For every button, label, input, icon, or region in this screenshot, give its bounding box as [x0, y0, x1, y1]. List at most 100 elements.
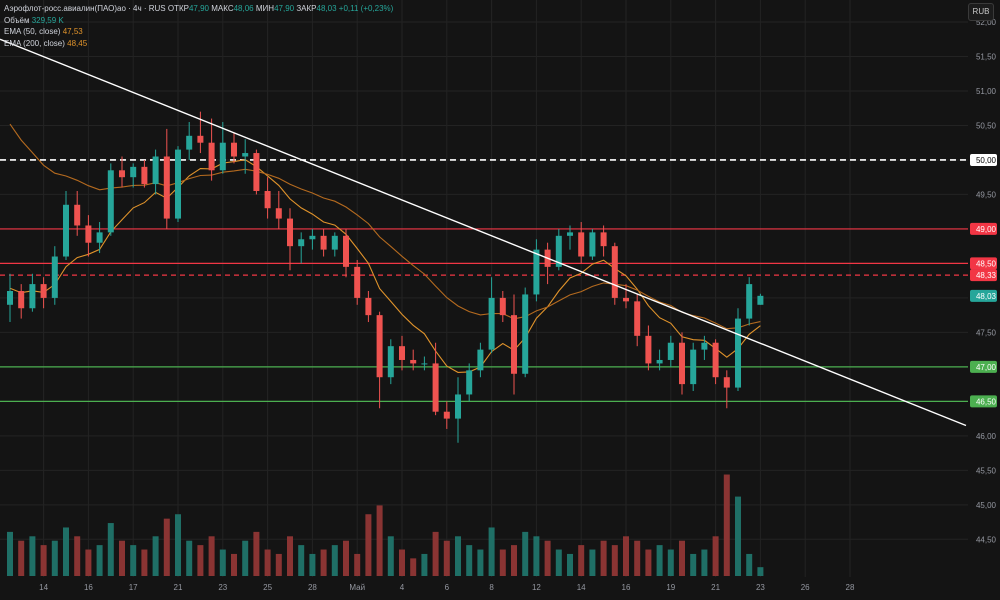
candle — [40, 277, 47, 309]
symbol-title[interactable]: Аэрофлот-росс.авиалин(ПАО)ао · 4ч · RUS — [4, 4, 166, 13]
candle-body — [376, 315, 383, 378]
candle-body — [667, 342, 674, 360]
volume-bar — [679, 540, 685, 576]
candle — [208, 118, 215, 181]
candle — [701, 335, 708, 360]
price-level-label[interactable]: 46,50 — [976, 397, 997, 406]
candle — [466, 363, 473, 402]
horizontal-levels[interactable] — [0, 159, 968, 402]
time-tick-label: 19 — [666, 583, 675, 592]
volume-bar — [723, 474, 730, 576]
candle-body — [645, 335, 652, 364]
candle-body — [701, 342, 708, 350]
chart-legend: Аэрофлот-росс.авиалин(ПАО)ао · 4ч · RUS … — [4, 3, 393, 49]
candle-body — [119, 170, 125, 178]
candle-body — [275, 208, 282, 219]
volume-bar — [343, 540, 349, 576]
candle — [74, 190, 81, 236]
price-tick-label: 52,00 — [976, 18, 997, 27]
volume-bar — [589, 549, 596, 576]
candle — [757, 293, 764, 305]
candle-body — [231, 142, 237, 157]
candle-body — [690, 349, 697, 385]
candle — [477, 342, 484, 378]
ema50-row[interactable]: EMA (50, close) 47,53 — [4, 26, 393, 38]
trendline-group[interactable] — [0, 38, 967, 427]
candle — [376, 311, 383, 409]
candle — [432, 342, 439, 416]
candle-body — [567, 232, 573, 236]
price-level-label[interactable]: 48,03 — [976, 292, 997, 301]
candle — [656, 349, 663, 371]
price-label-bg — [970, 222, 997, 235]
candle-body — [7, 291, 13, 305]
candle — [51, 246, 58, 305]
candle-body — [421, 363, 428, 365]
trendline[interactable] — [0, 38, 967, 427]
candle — [175, 146, 181, 223]
price-level-label[interactable]: 48,50 — [976, 259, 997, 268]
volume-bar — [119, 540, 125, 576]
candle — [18, 284, 25, 319]
candle-body — [85, 225, 92, 243]
volume-bar — [555, 549, 562, 576]
low-value: 47,90 — [274, 4, 295, 13]
candle-body — [354, 266, 361, 298]
price-level-label[interactable]: 50,00 — [976, 156, 997, 165]
volume-bar — [7, 531, 13, 576]
candle — [107, 163, 114, 236]
ema200-row[interactable]: EMA (200, close) 48,45 — [4, 38, 393, 50]
candle-body — [320, 235, 327, 250]
candle — [645, 325, 652, 371]
volume-bar — [197, 545, 204, 576]
candle — [7, 273, 13, 323]
volume-bar — [477, 549, 484, 576]
candle-body — [175, 149, 181, 219]
candle — [499, 291, 506, 323]
candle — [354, 259, 361, 305]
candle-body — [600, 232, 607, 247]
candle-body — [399, 346, 405, 360]
candle-body — [634, 301, 641, 336]
candle-body — [63, 204, 69, 257]
candle — [410, 349, 417, 371]
volume-bar — [511, 545, 517, 576]
ema200-value: 48,45 — [67, 38, 88, 48]
volume-bar — [645, 549, 652, 576]
price-level-label[interactable]: 48,33 — [976, 271, 997, 280]
volume-bar — [712, 536, 719, 576]
candle — [343, 228, 349, 278]
volume-bar — [152, 536, 159, 576]
candle — [567, 225, 573, 250]
volume-bar — [18, 540, 25, 576]
volume-bar — [746, 553, 753, 576]
candle — [197, 111, 204, 154]
currency-button[interactable]: RUB — [968, 3, 994, 21]
price-level-label[interactable]: 47,00 — [976, 363, 997, 372]
candle-body — [432, 363, 439, 412]
price-level-label[interactable]: 49,00 — [976, 225, 997, 234]
candle — [130, 163, 137, 188]
candle-body — [152, 156, 159, 185]
candle — [634, 294, 641, 347]
price-label-bg — [970, 360, 997, 373]
price-axis[interactable]: 52,0051,5051,0050,5049,5048,0047,5046,00… — [968, 0, 1000, 595]
candle-body — [443, 411, 450, 419]
candle-body — [186, 135, 193, 150]
volume-bar — [242, 540, 249, 576]
candle — [152, 149, 159, 195]
time-tick-label: 21 — [711, 583, 720, 592]
candle — [443, 401, 450, 429]
volume-bar — [253, 531, 260, 576]
candle-body — [656, 359, 663, 364]
time-tick-label: Май — [349, 583, 365, 592]
candle-body — [533, 249, 540, 295]
volume-row[interactable]: Объём 329,59 K — [4, 15, 393, 27]
volume-bar — [51, 540, 58, 576]
volume-bar — [690, 553, 697, 576]
time-tick-label: 4 — [400, 583, 405, 592]
volume-bar — [701, 549, 708, 576]
time-axis[interactable]: 14 16 17 21 23 25 28 Май 4 6 8 12 14 16 19 21 23 26 28 — [0, 577, 1000, 595]
